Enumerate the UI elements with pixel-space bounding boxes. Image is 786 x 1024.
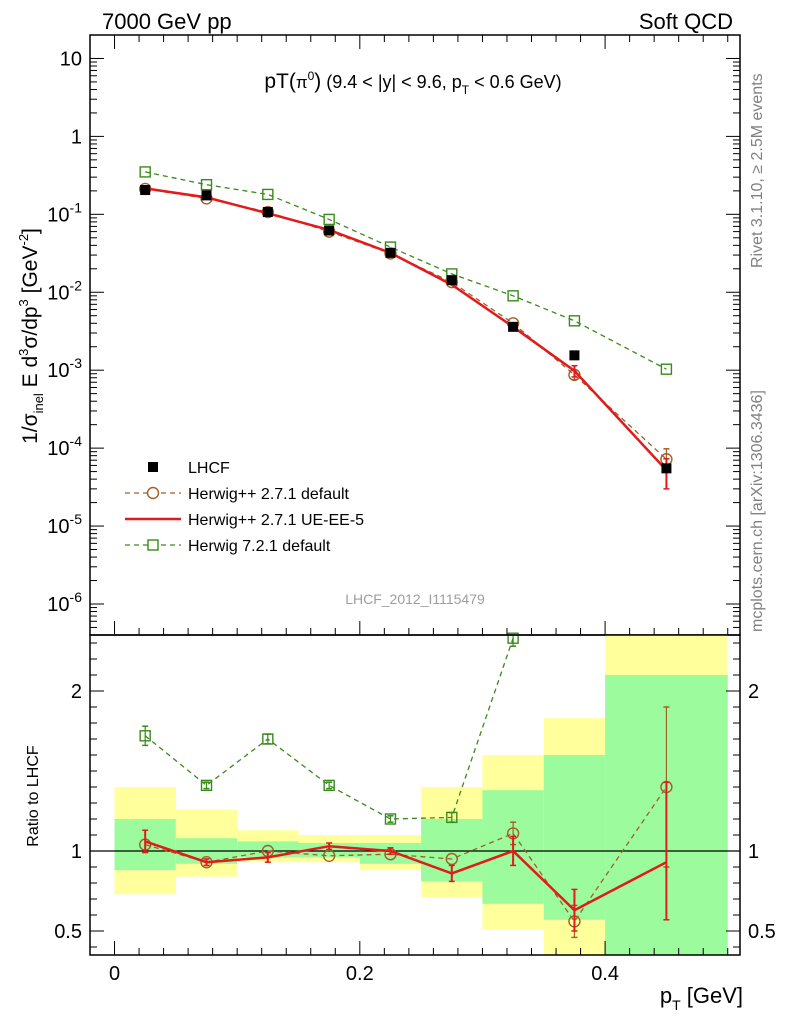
main-series-0-point <box>140 185 151 196</box>
ratio-axes: 0 0.2 0.4 0.5 0.5 1 1 2 2 <box>54 634 776 985</box>
ratio-y-tick-label-left: 0.5 <box>54 921 82 943</box>
main-series-0-point <box>661 463 672 474</box>
x-tick-label: 0.2 <box>346 963 374 985</box>
legend-label-2: Herwig++ 2.7.1 UE-EE-5 <box>188 512 364 529</box>
legend-marker-1 <box>146 486 160 500</box>
ratio-series-2-point <box>262 733 274 745</box>
ratio-series-layer <box>138 632 673 939</box>
ratio-series-2-point <box>507 632 519 644</box>
legend: LHCF Herwig++ 2.7.1 default Herwig++ 2.7.1… <box>125 460 364 555</box>
main-series-1-line <box>145 188 667 460</box>
main-series-0-point <box>262 207 273 218</box>
ratio-y-tick-label-right: 1 <box>748 841 759 863</box>
main-y-axis-label: 1/σinel E d3σ/dp3 [GeV-2] <box>16 228 46 444</box>
main-panel: 10 1 10-1 10-2 10-3 10-4 10-5 10-6 pT(π0) (9.4 … <box>16 34 741 636</box>
ratio-series-2-point <box>384 813 397 825</box>
ratio-series-2-square-dashed <box>139 632 519 825</box>
ratio-series-2-point <box>200 779 213 792</box>
y-tick-label: 10-3 <box>47 355 82 382</box>
watermark: LHCF_2012_I1115479 <box>345 591 485 607</box>
main-series-3-point <box>139 166 151 178</box>
main-series-layer <box>138 166 673 490</box>
main-series-3-point <box>568 315 581 327</box>
legend-marker-lhcf <box>148 462 158 472</box>
ratio-series-1-solid <box>142 781 670 932</box>
ratio-series-0-point <box>322 849 336 862</box>
main-series-3-point <box>660 363 673 375</box>
main-series-2-solid <box>145 187 670 490</box>
y-tick-label: 10-2 <box>47 277 82 304</box>
ratio-y-tick-label-left: 1 <box>71 841 82 863</box>
main-series-3-point <box>323 213 335 226</box>
main-series-2-line <box>145 187 668 472</box>
main-series-3-point <box>262 188 274 201</box>
ratio-series-2-point <box>139 730 151 742</box>
x-tick-label: 0.4 <box>591 963 619 985</box>
main-series-0-point <box>324 225 335 236</box>
main-series-0-point <box>569 350 580 361</box>
main-series-0-data <box>140 185 672 474</box>
ratio-y-tick-label-right: 2 <box>748 681 759 703</box>
y-tick-label: 1 <box>71 126 82 148</box>
x-axis-label: pT [GeV] <box>660 983 743 1013</box>
legend-label-0: LHCF <box>188 460 230 477</box>
ratio-y-tick-label-left: 2 <box>71 681 82 703</box>
main-series-0-point <box>385 247 396 258</box>
side-label-rivet: Rivet 3.1.10, ≥ 2.5M events <box>749 73 766 268</box>
ratio-series-0-point <box>445 852 458 866</box>
y-tick-label: 10-1 <box>47 199 82 226</box>
main-series-0-point <box>201 190 212 201</box>
ratio-panel: 0 0.2 0.4 0.5 0.5 1 1 2 2 Ratio to LHCF pT [GeV] <box>25 632 776 1013</box>
header-right: Soft QCD <box>639 9 733 34</box>
header-left: 7000 GeV pp <box>102 9 232 34</box>
y-tick-label: 10-4 <box>47 433 82 460</box>
side-label-mcplots: mcplots.cern.ch [arXiv:1306.3436] <box>749 390 766 632</box>
ratio-series-0-line <box>145 786 667 923</box>
legend-marker-3 <box>147 539 159 551</box>
ratio-series-2-point <box>323 779 335 792</box>
main-series-3-point <box>200 178 213 191</box>
y-tick-label: 10-6 <box>47 589 82 616</box>
main-series-3-square-dashed <box>139 166 673 375</box>
y-tick-label: 10-5 <box>47 511 82 538</box>
ratio-series-2-point <box>446 811 458 824</box>
ratio-uncertainty-bands <box>90 635 740 955</box>
ratio-frame <box>89 634 741 956</box>
ratio-y-tick-label-right: 0.5 <box>748 921 776 943</box>
main-series-1-circle-dashed <box>138 182 673 469</box>
main-series-3-point <box>507 290 519 302</box>
y-tick-label: 10 <box>60 48 82 70</box>
main-series-3-line <box>145 171 667 370</box>
legend-label-1: Herwig++ 2.7.1 default <box>188 486 350 503</box>
main-series-0-point <box>446 275 457 286</box>
x-tick-label: 0 <box>109 963 120 985</box>
main-series-0-point <box>508 321 519 332</box>
main-title: pT(π0) (9.4 < |y| < 9.6, pT < 0.6 GeV) <box>264 69 561 97</box>
legend-label-3: Herwig 7.2.1 default <box>188 538 331 555</box>
ratio-y-axis-label: Ratio to LHCF <box>25 745 42 847</box>
